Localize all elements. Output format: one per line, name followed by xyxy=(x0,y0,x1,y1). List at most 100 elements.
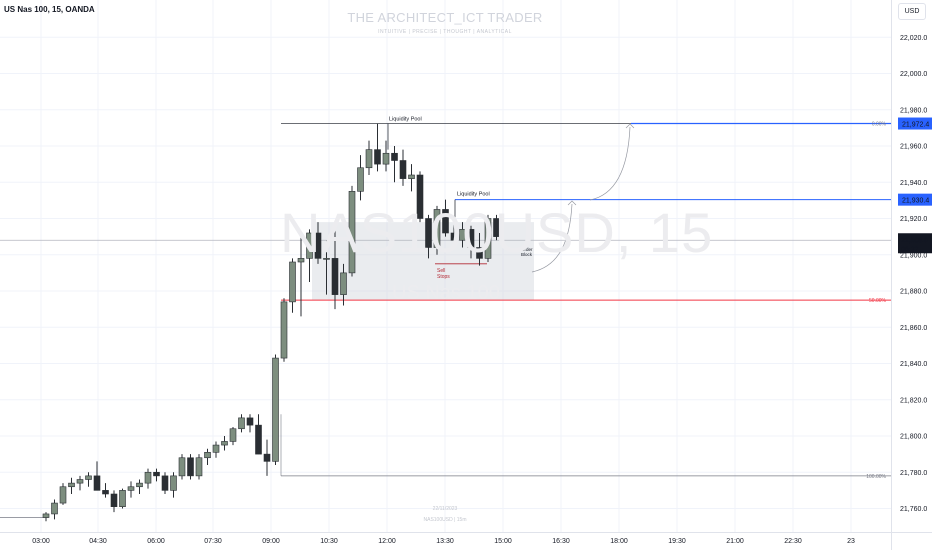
watermark-symbol: NAS100USD, 15 xyxy=(280,201,714,264)
x-tick-label: 03:00 xyxy=(32,538,50,545)
candle-body xyxy=(119,490,126,507)
y-tick-label: 21,920.0 xyxy=(900,216,927,223)
y-tick-label: 21,880.0 xyxy=(900,289,927,296)
candle-body xyxy=(178,457,186,477)
watermark-name: US Nas 100 xyxy=(392,282,500,304)
fib-label-50: 50.00% xyxy=(869,298,887,304)
y-tick-label: 21,940.0 xyxy=(900,180,927,187)
candle-body xyxy=(42,513,50,518)
candle-body xyxy=(459,229,466,241)
y-tick-label: 21,800.0 xyxy=(900,434,927,441)
price-tag-liquidity-low-bg xyxy=(898,193,932,206)
candle-body xyxy=(442,209,449,234)
y-tick-label: 21,840.0 xyxy=(900,361,927,368)
x-tick-label: 04:30 xyxy=(89,538,107,545)
candle-body xyxy=(127,486,135,491)
candle-body xyxy=(229,428,237,442)
candle-body xyxy=(399,160,407,179)
candle-body xyxy=(348,191,356,274)
candle-body xyxy=(153,471,160,477)
watermark-date: 22/11/2023 xyxy=(432,506,458,512)
y-tick-label: 21,980.0 xyxy=(900,107,927,114)
candle-body xyxy=(340,272,347,295)
candle-body xyxy=(93,475,101,491)
price-tag-countdown: 06:32 xyxy=(901,246,919,253)
candle-body xyxy=(170,475,177,491)
candle-body xyxy=(85,475,92,480)
candle-body xyxy=(467,229,475,248)
y-tick-label: 21,760.0 xyxy=(900,506,927,513)
x-tick-label: 21:00 xyxy=(726,538,744,545)
candle-body xyxy=(289,261,296,303)
x-tick-label: 16:30 xyxy=(552,538,570,545)
candle-body xyxy=(51,502,58,515)
fib-label-100: 100.00% xyxy=(866,474,886,480)
order-block-label-line2: Block xyxy=(521,252,533,257)
y-tick-label: 22,020.0 xyxy=(900,35,927,42)
liquidity-pool-label-2: Liquidity Pool xyxy=(457,192,490,198)
candle-body xyxy=(374,149,381,165)
y-tick-label: 21,900.0 xyxy=(900,252,927,259)
x-tick-label: 15:00 xyxy=(494,538,512,545)
candle-body xyxy=(272,357,279,462)
candle-body xyxy=(161,475,169,491)
candle-body xyxy=(297,258,305,263)
candle-body xyxy=(425,218,432,248)
symbol-title[interactable]: US Nas 100, 15, OANDA xyxy=(4,5,95,14)
x-tick-label: 19:30 xyxy=(668,538,686,545)
candle-body xyxy=(408,174,415,179)
candle-body xyxy=(306,232,313,259)
order-block-label: Order xyxy=(521,247,533,252)
candle-body xyxy=(144,471,152,484)
price-tag-liquidity-high: 21,972.4 xyxy=(902,122,929,129)
candle-body xyxy=(59,486,67,504)
candle-body xyxy=(416,174,424,219)
projection-arrow-1 xyxy=(531,203,573,273)
candle-body xyxy=(204,452,211,459)
candle-body xyxy=(331,258,339,295)
candle-body xyxy=(450,232,458,241)
price-tag-liquidity-high-bg xyxy=(898,117,932,130)
candle-body xyxy=(68,482,75,488)
candle-body xyxy=(357,167,364,192)
x-tick-label: 09:00 xyxy=(262,538,280,545)
candle-body xyxy=(323,258,330,260)
candle-body xyxy=(110,493,118,507)
x-tick-label: 06:00 xyxy=(147,538,165,545)
y-tick-label: 21,780.0 xyxy=(900,470,927,477)
y-tick-label: 21,860.0 xyxy=(900,325,927,332)
price-tag-current-bg xyxy=(898,233,932,254)
candle-body xyxy=(255,424,262,455)
candle-body xyxy=(246,417,254,426)
liquidity-pool-label-1: Liquidity Pool xyxy=(389,117,422,123)
candle-body xyxy=(280,301,288,359)
watermark-symbol-small: NAS100USD | 15m xyxy=(423,517,467,523)
sell-stops-label-line2: Stops xyxy=(437,274,450,280)
candle-body xyxy=(391,152,398,161)
candle-body xyxy=(76,479,84,484)
y-tick-label: 22,000.0 xyxy=(900,71,927,78)
projection-arrow-2 xyxy=(589,126,631,201)
price-tag-liquidity-low: 21,930.4 xyxy=(902,198,929,205)
y-tick-label: 21,820.0 xyxy=(900,397,927,404)
candle-body xyxy=(484,218,492,259)
candle-body xyxy=(136,482,143,488)
candle-body xyxy=(187,457,194,477)
x-tick-label: 23 xyxy=(847,538,855,545)
candle-body xyxy=(382,152,390,165)
candle-body xyxy=(221,441,228,446)
price-tag-current: 21,908.0 xyxy=(901,237,928,244)
candle-body xyxy=(263,453,271,462)
x-tick-label: 10:30 xyxy=(320,538,338,545)
sell-stops-label: Sell xyxy=(437,268,445,274)
watermark-subtitle: INTUITIVE | PRECISE | THOUGHT | ANALYTIC… xyxy=(378,29,512,35)
candle-body xyxy=(433,209,441,248)
candle-body xyxy=(476,247,483,259)
currency-button[interactable]: USD xyxy=(898,3,926,20)
watermark-title: THE ARCHITECT_ICT TRADER xyxy=(347,10,543,25)
x-tick-label: 18:00 xyxy=(610,538,628,545)
y-tick-label: 21,960.0 xyxy=(900,144,927,151)
candle-body xyxy=(493,218,500,237)
projection-arrow-head-1 xyxy=(567,200,577,206)
